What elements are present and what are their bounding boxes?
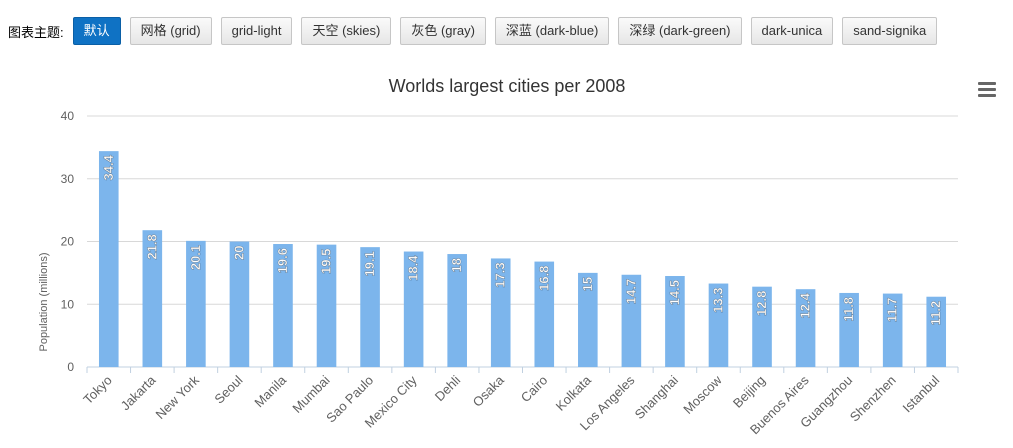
y-tick-label: 20 xyxy=(61,235,75,249)
data-label: 18 xyxy=(449,258,464,272)
data-label: 19.5 xyxy=(319,249,334,274)
data-label: 11.8 xyxy=(841,297,856,322)
bar-new-york[interactable] xyxy=(186,240,206,367)
data-label: 11.2 xyxy=(928,301,943,326)
data-labels: 34.4 21.8 20.1 20 19.6 19.5 19.1 18.4 18 17.3 16.8… xyxy=(100,154,943,326)
bar-los-angeles[interactable] xyxy=(621,274,642,367)
bar-jakarta[interactable] xyxy=(142,230,163,367)
bar-mumbai[interactable] xyxy=(316,244,337,367)
chart-title: Worlds largest cities per 2008 xyxy=(389,76,626,96)
data-label: 17.3 xyxy=(493,262,508,287)
y-tick-label: 0 xyxy=(67,360,74,374)
x-tick-label: Jakarta xyxy=(118,372,159,413)
bar-sao-paulo[interactable] xyxy=(360,247,380,367)
data-label: 18.4 xyxy=(406,255,421,281)
x-tick-label: Dehli xyxy=(432,372,464,404)
bar-dehli[interactable] xyxy=(447,254,467,367)
x-tick-label: Mumbai xyxy=(289,372,332,415)
theme-button-dark-green[interactable]: 深绿 (dark-green) xyxy=(618,17,742,45)
data-label: 15 xyxy=(580,277,595,291)
hamburger-menu-icon[interactable] xyxy=(974,78,1000,100)
theme-button-grid-light[interactable]: grid-light xyxy=(220,17,293,45)
x-tick-label: Tokyo xyxy=(80,373,115,408)
bar-shenzhen[interactable] xyxy=(882,293,903,367)
x-tick-label: Moscow xyxy=(680,372,725,417)
theme-button-grid[interactable]: 网格 (grid) xyxy=(129,17,212,45)
x-tick-label: Osaka xyxy=(470,372,508,410)
x-tick-label: Istanbul xyxy=(900,372,943,415)
bar-osaka[interactable] xyxy=(490,258,511,367)
theme-button-dark-blue[interactable]: 深蓝 (dark-blue) xyxy=(494,17,610,45)
data-label: 14.5 xyxy=(667,280,682,305)
y-tick-label: 40 xyxy=(61,109,75,123)
y-tick-label: 30 xyxy=(61,172,75,186)
x-tick-label: Beijing xyxy=(730,373,768,411)
data-label: 12.8 xyxy=(754,291,769,316)
x-tick-label: Kolkata xyxy=(553,372,595,414)
theme-button-skies[interactable]: 天空 (skies) xyxy=(301,17,392,45)
bar-shanghai[interactable] xyxy=(665,276,685,367)
bar-chart: Worlds largest cities per 2008 Populatio… xyxy=(38,76,1000,437)
bar-mexico-city[interactable] xyxy=(403,251,424,367)
bar-beijing[interactable] xyxy=(752,286,772,367)
y-axis-ticks: 0 10 20 30 40 xyxy=(61,109,75,374)
data-label: 19.1 xyxy=(362,251,377,276)
bar-seoul[interactable] xyxy=(229,241,250,368)
bar-istanbul[interactable] xyxy=(926,296,947,367)
bar-guangzhou[interactable] xyxy=(839,292,859,367)
y-tick-label: 10 xyxy=(61,297,75,311)
theme-button-gray[interactable]: 灰色 (gray) xyxy=(400,17,486,45)
bar-kolkata[interactable] xyxy=(578,272,598,367)
bar-tokyo[interactable] xyxy=(98,151,119,367)
x-tick-label: Shenzhen xyxy=(847,373,899,425)
data-label: 16.8 xyxy=(536,266,551,291)
theme-selector: 图表主题: 默认 网格 (grid) grid-light 天空 (skies)… xyxy=(8,16,938,46)
data-label: 12.4 xyxy=(798,292,813,318)
bar-manila[interactable] xyxy=(273,244,293,367)
data-label: 20.1 xyxy=(188,245,203,270)
data-label: 13.3 xyxy=(710,288,725,313)
bar-cairo[interactable] xyxy=(534,261,555,367)
data-label: 19.6 xyxy=(275,248,290,273)
x-tick-label: Shanghai xyxy=(632,372,682,422)
x-tick-label: New York xyxy=(153,372,203,422)
theme-button-sand-signika[interactable]: sand-signika xyxy=(842,17,938,45)
theme-button-default[interactable]: 默认 xyxy=(72,17,121,45)
x-tick-label: Manila xyxy=(251,372,289,410)
theme-selector-label: 图表主题: xyxy=(8,24,64,40)
data-label: 14.7 xyxy=(623,279,638,304)
data-label: 34.4 xyxy=(101,154,116,180)
bar-moscow[interactable] xyxy=(708,283,729,367)
data-label: 11.7 xyxy=(885,298,900,323)
x-tick-label: Seoul xyxy=(211,372,245,406)
bars xyxy=(98,151,947,368)
x-tick-label: Cairo xyxy=(518,373,551,406)
gridlines xyxy=(87,115,958,368)
data-label: 20 xyxy=(231,246,246,260)
data-label: 21.8 xyxy=(144,234,159,259)
theme-button-dark-unica[interactable]: dark-unica xyxy=(750,17,834,45)
bar-buenos-aires[interactable] xyxy=(795,289,816,367)
y-axis-title: Population (millions) xyxy=(38,252,50,351)
